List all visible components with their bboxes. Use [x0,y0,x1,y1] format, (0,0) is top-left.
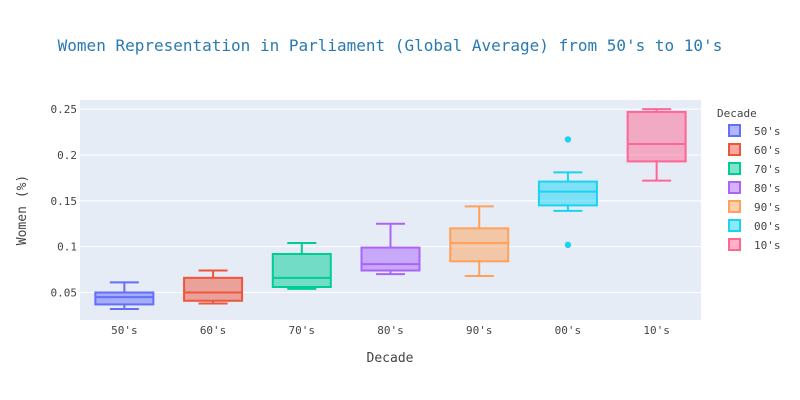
y-tick-label: 0.25 [51,103,78,116]
box-3 [360,222,421,276]
box-2 [271,242,332,290]
legend-swatch [728,200,741,213]
y-axis-ticks: 0.05 0.1 0.15 0.2 0.25 [51,103,78,299]
box-0 [94,281,155,310]
legend-label: 00's [754,220,781,233]
box-5 [537,136,598,249]
legend-item: 70's [728,162,781,176]
box-iqr [360,246,421,272]
legend-swatch [728,143,741,156]
box-1 [183,269,244,305]
y-tick-label: 0.1 [57,241,77,254]
box-4 [449,205,510,277]
box-iqr [183,276,244,302]
outlier-point [564,136,572,143]
y-tick-label: 0.05 [51,287,78,300]
x-tick-label: 80's [377,324,404,337]
legend-title: Decade [717,107,757,120]
x-tick-label: 00's [555,324,582,337]
legend-label: 10's [754,239,781,252]
chart-title: Women Representation in Parliament (Glob… [58,36,723,55]
outlier-point [564,241,572,249]
x-tick-label: 10's [643,324,670,337]
y-tick-label: 0.2 [57,149,77,162]
box-iqr [537,180,598,207]
box-iqr [449,227,510,263]
legend: Decade 50's 60's 70's 80's 90's 00's 10's [717,107,781,252]
legend-swatch [728,162,741,175]
legend-label: 80's [754,182,781,195]
y-tick-label: 0.15 [51,195,78,208]
legend-label: 90's [754,201,781,214]
legend-swatch [728,181,741,194]
box-iqr [94,291,155,306]
box-plots [94,108,687,310]
legend-item: 00's [728,219,781,233]
legend-swatch [728,219,741,232]
legend-item: 80's [728,181,781,195]
grid-lines [80,108,701,293]
x-tick-label: 60's [200,324,227,337]
legend-item: 10's [728,238,781,252]
box-iqr [626,110,687,163]
legend-item: 60's [728,143,781,157]
plot-area [80,100,701,320]
legend-label: 70's [754,163,781,176]
x-axis-ticks: 50's 60's 70's 80's 90's 00's 10's [111,324,670,337]
x-tick-label: 70's [289,324,316,337]
box-6 [626,108,687,182]
legend-item: 90's [728,200,781,214]
legend-swatch [728,238,741,251]
x-tick-label: 90's [466,324,493,337]
legend-label: 60's [754,144,781,157]
legend-swatch [728,124,741,137]
legend-label: 50's [754,125,781,138]
legend-item: 50's [728,124,781,138]
x-axis-title: Decade [367,351,414,366]
y-axis-title: Women (%) [15,175,30,245]
x-tick-label: 50's [111,324,138,337]
box-iqr [271,253,332,288]
